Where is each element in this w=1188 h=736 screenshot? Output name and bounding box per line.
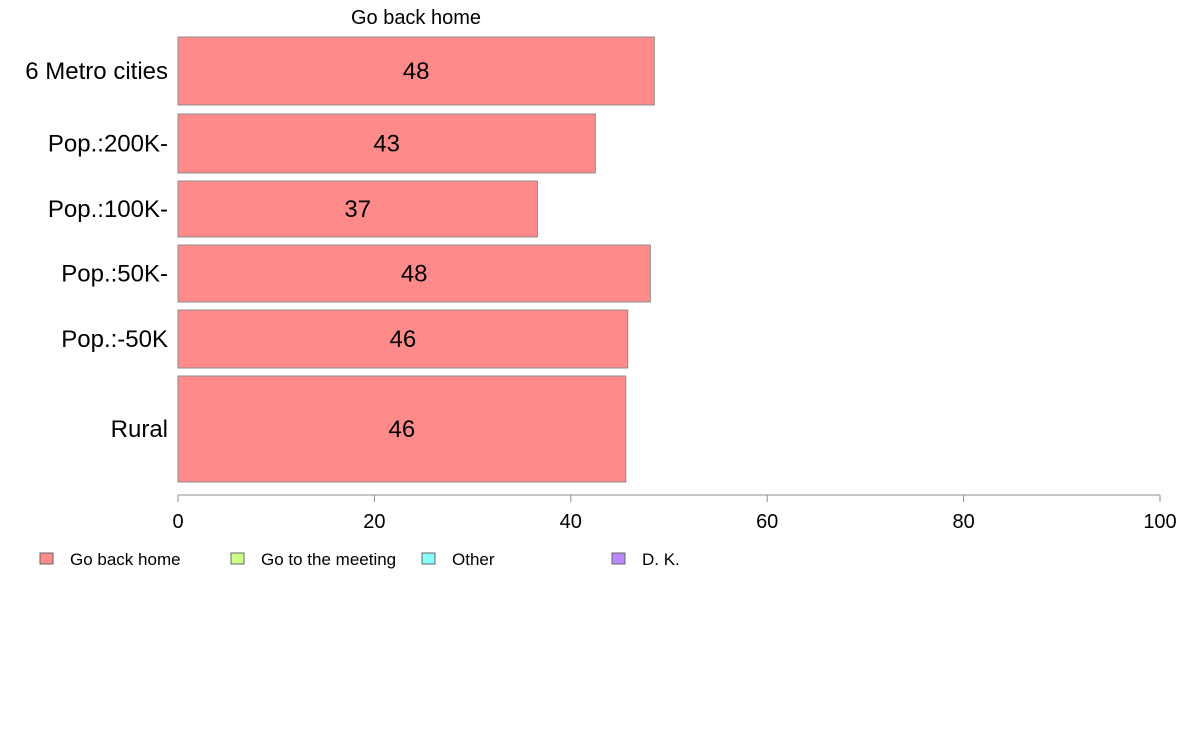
legend-label: Go to the meeting [261,550,396,569]
category-label: Pop.:100K- [48,196,168,223]
category-label: Pop.:50K- [61,261,168,288]
legend-swatch [421,552,436,565]
category-label: Pop.:-50K [61,326,168,353]
x-tick-label: 60 [756,511,778,533]
legend: Go back home Go to the meeting Other D. K. [39,550,680,569]
x-tick-label: 20 [363,511,385,533]
bar-group: 48 6 Metro cities 43 Pop.:200K- 37 Pop.:100K-… [25,36,655,483]
category-label: Pop.:200K- [48,131,168,158]
x-tick-label: 100 [1143,511,1176,533]
bar [177,244,651,303]
legend-label: Other [452,550,495,569]
bar [177,113,596,174]
legend-swatch [39,552,54,565]
x-tick-label: 0 [172,511,183,533]
bar [177,375,627,483]
x-tick-label: 40 [560,511,582,533]
legend-label: D. K. [642,550,680,569]
x-tick-label: 80 [952,511,974,533]
legend-label: Go back home [70,550,181,569]
bar [177,309,629,369]
value-label: 43 [373,131,400,158]
value-label: 48 [401,261,428,288]
value-label: 46 [389,416,416,443]
value-label: 37 [344,196,371,223]
x-axis: 0 20 40 60 80 100 [172,494,1177,533]
bar [177,180,538,238]
bar [177,36,655,106]
category-label: Rural [111,416,168,443]
value-label: 48 [403,58,430,85]
category-label: 6 Metro cities [25,58,168,85]
value-label: 46 [390,326,417,353]
legend-swatch [611,552,626,565]
series-header: Go back home [351,7,481,29]
legend-swatch [230,552,245,565]
